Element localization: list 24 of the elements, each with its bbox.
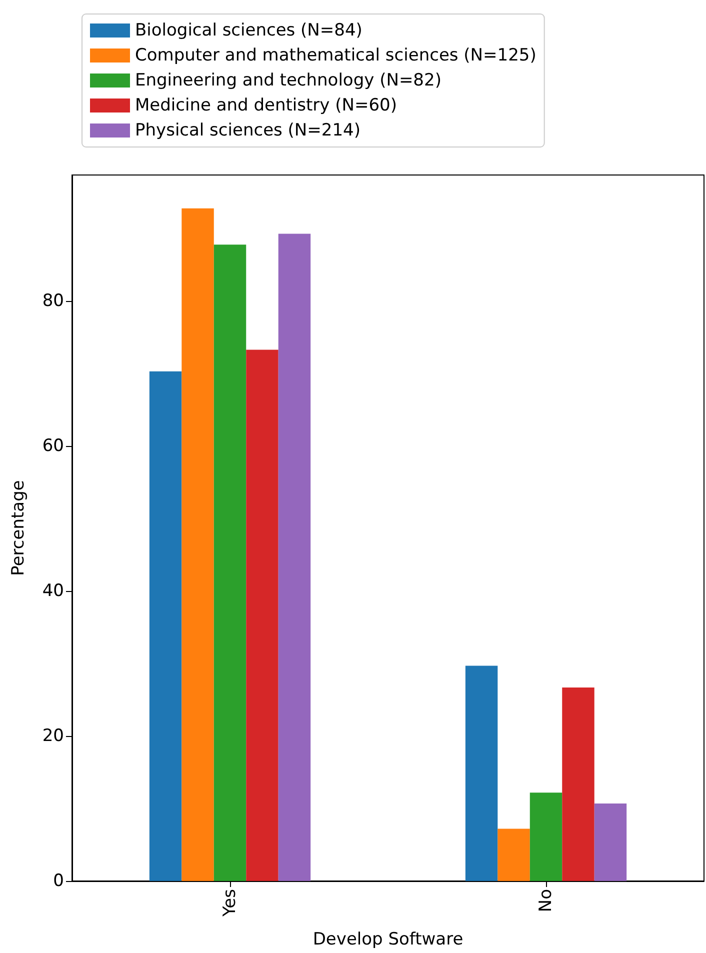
bar	[465, 666, 498, 881]
legend-label: Engineering and technology (N=82)	[135, 70, 442, 90]
legend-label: Computer and mathematical sciences (N=125)	[135, 46, 536, 66]
x-axis-title: Develop Software	[312, 930, 464, 950]
bar	[562, 687, 594, 881]
x-tick-label: No	[536, 889, 556, 912]
y-tick-label: 80	[42, 291, 64, 312]
bar	[530, 792, 562, 881]
legend-label: Medicine and dentistry (N=60)	[135, 96, 397, 116]
y-tick-label: 40	[42, 581, 64, 602]
y-tick-label: 20	[42, 726, 64, 746]
y-axis-title: Percentage	[8, 480, 28, 576]
y-tick-label: 60	[42, 436, 64, 456]
bar	[594, 803, 627, 881]
bar	[278, 234, 311, 881]
bar	[214, 244, 246, 881]
legend-label: Physical sciences (N=214)	[135, 120, 360, 140]
bar	[246, 350, 278, 881]
legend-label: Biological sciences (N=84)	[135, 20, 362, 40]
bar	[498, 828, 530, 881]
bar	[149, 371, 182, 881]
x-tick-label: Yes	[220, 888, 240, 918]
y-tick-label: 0	[53, 871, 64, 891]
bar	[182, 208, 214, 881]
